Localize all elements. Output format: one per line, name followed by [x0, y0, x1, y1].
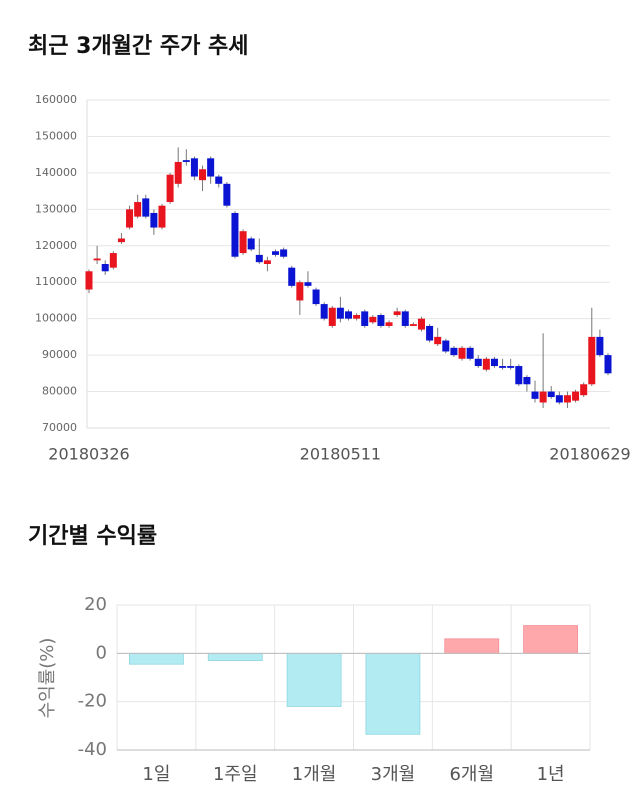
candle-body	[247, 238, 255, 250]
x-tick-label: 20180629	[549, 445, 630, 464]
candle-body	[555, 395, 563, 403]
bar	[444, 638, 500, 654]
candle-body	[482, 358, 490, 370]
chart-title: 기간별 수익률	[28, 524, 157, 549]
candle-body	[158, 205, 166, 228]
candle-body	[126, 209, 134, 228]
candle-body	[450, 347, 458, 356]
candle-body	[434, 336, 442, 345]
x-tick-label: 20180511	[300, 445, 381, 464]
y-tick-label: 90000	[42, 348, 77, 361]
candle-body	[223, 183, 231, 206]
y-tick-label: 100000	[35, 312, 77, 325]
y-axis-label: 수익률(%)	[37, 638, 58, 719]
candle-body	[93, 258, 101, 261]
bar	[365, 652, 421, 735]
candle-body	[572, 391, 580, 401]
x-tick-label: 3개월	[371, 764, 416, 785]
candle-body	[474, 358, 482, 367]
candle-body	[596, 336, 604, 356]
candle-body	[466, 347, 474, 359]
y-tick-label: 20	[84, 594, 107, 615]
candle-body	[385, 322, 393, 326]
y-tick-label: -40	[78, 739, 107, 760]
candle-body	[109, 253, 117, 268]
y-tick-label: 150000	[35, 129, 77, 142]
candle-body	[199, 169, 207, 181]
candle-body	[539, 391, 547, 403]
candle-body	[580, 384, 588, 396]
candle-body	[345, 311, 352, 319]
candle-body	[239, 231, 247, 254]
y-tick-label: 120000	[35, 239, 77, 252]
candle-body	[515, 366, 523, 385]
candle-body	[190, 158, 198, 177]
candle-body	[588, 336, 596, 385]
y-tick-label: 70000	[42, 421, 77, 434]
candle-body	[426, 325, 434, 341]
candle-body	[320, 304, 328, 319]
candle-body	[328, 307, 336, 326]
y-tick-label: 140000	[35, 166, 77, 179]
candle-body	[142, 198, 150, 217]
candle-body	[409, 324, 417, 326]
candle-body	[231, 212, 239, 257]
candle-body	[304, 282, 312, 286]
y-tick-label: 0	[96, 642, 107, 663]
candle-body	[417, 318, 425, 330]
candle-body	[85, 271, 93, 290]
candle-body	[280, 249, 288, 257]
candle-body	[215, 176, 223, 184]
candle-body	[490, 358, 498, 367]
candle-body	[458, 347, 466, 359]
candle-body	[401, 311, 409, 326]
candle-body	[312, 289, 320, 305]
candle-body	[507, 366, 515, 368]
candle-body	[547, 391, 555, 398]
x-tick-label: 20180326	[48, 445, 129, 464]
candle-body	[174, 161, 182, 184]
candle-body	[255, 254, 263, 263]
candle-body	[531, 391, 539, 399]
candle-body	[336, 307, 344, 319]
bar	[207, 652, 263, 661]
candle-body	[182, 160, 190, 162]
candle-body	[166, 174, 174, 203]
chart-title: 최근 3개월간 주가 추세	[28, 34, 248, 59]
y-tick-label: 110000	[35, 275, 77, 288]
bar	[523, 625, 578, 654]
candle-body	[288, 267, 296, 286]
candle-body	[604, 355, 612, 374]
candle-body	[442, 340, 450, 352]
candle-body	[563, 395, 571, 403]
y-tick-label: -20	[78, 691, 107, 712]
x-tick-label: 6개월	[449, 764, 494, 785]
y-tick-label: 80000	[42, 385, 77, 398]
x-tick-label: 1개월	[292, 764, 337, 785]
bar	[286, 652, 342, 707]
x-tick-label: 1주일	[213, 764, 258, 785]
y-tick-label: 160000	[35, 93, 77, 106]
candle-body	[361, 311, 369, 326]
bar	[129, 652, 184, 665]
candle-body	[272, 251, 280, 255]
candle-body	[369, 316, 377, 323]
candle-body	[353, 315, 361, 319]
candle-body	[117, 238, 125, 243]
candle-body	[263, 260, 271, 264]
y-tick-label: 130000	[35, 202, 77, 215]
candle-body	[101, 264, 109, 272]
candle-body	[393, 311, 401, 316]
candle-body	[207, 158, 215, 177]
candle-body	[296, 282, 304, 301]
x-tick-label: 1년	[537, 764, 565, 785]
candle-body	[134, 202, 142, 217]
x-tick-label: 1일	[142, 764, 170, 785]
candle-body	[499, 366, 507, 368]
candle-body	[523, 376, 531, 385]
candle-body	[377, 315, 385, 326]
candle-body	[150, 212, 158, 228]
